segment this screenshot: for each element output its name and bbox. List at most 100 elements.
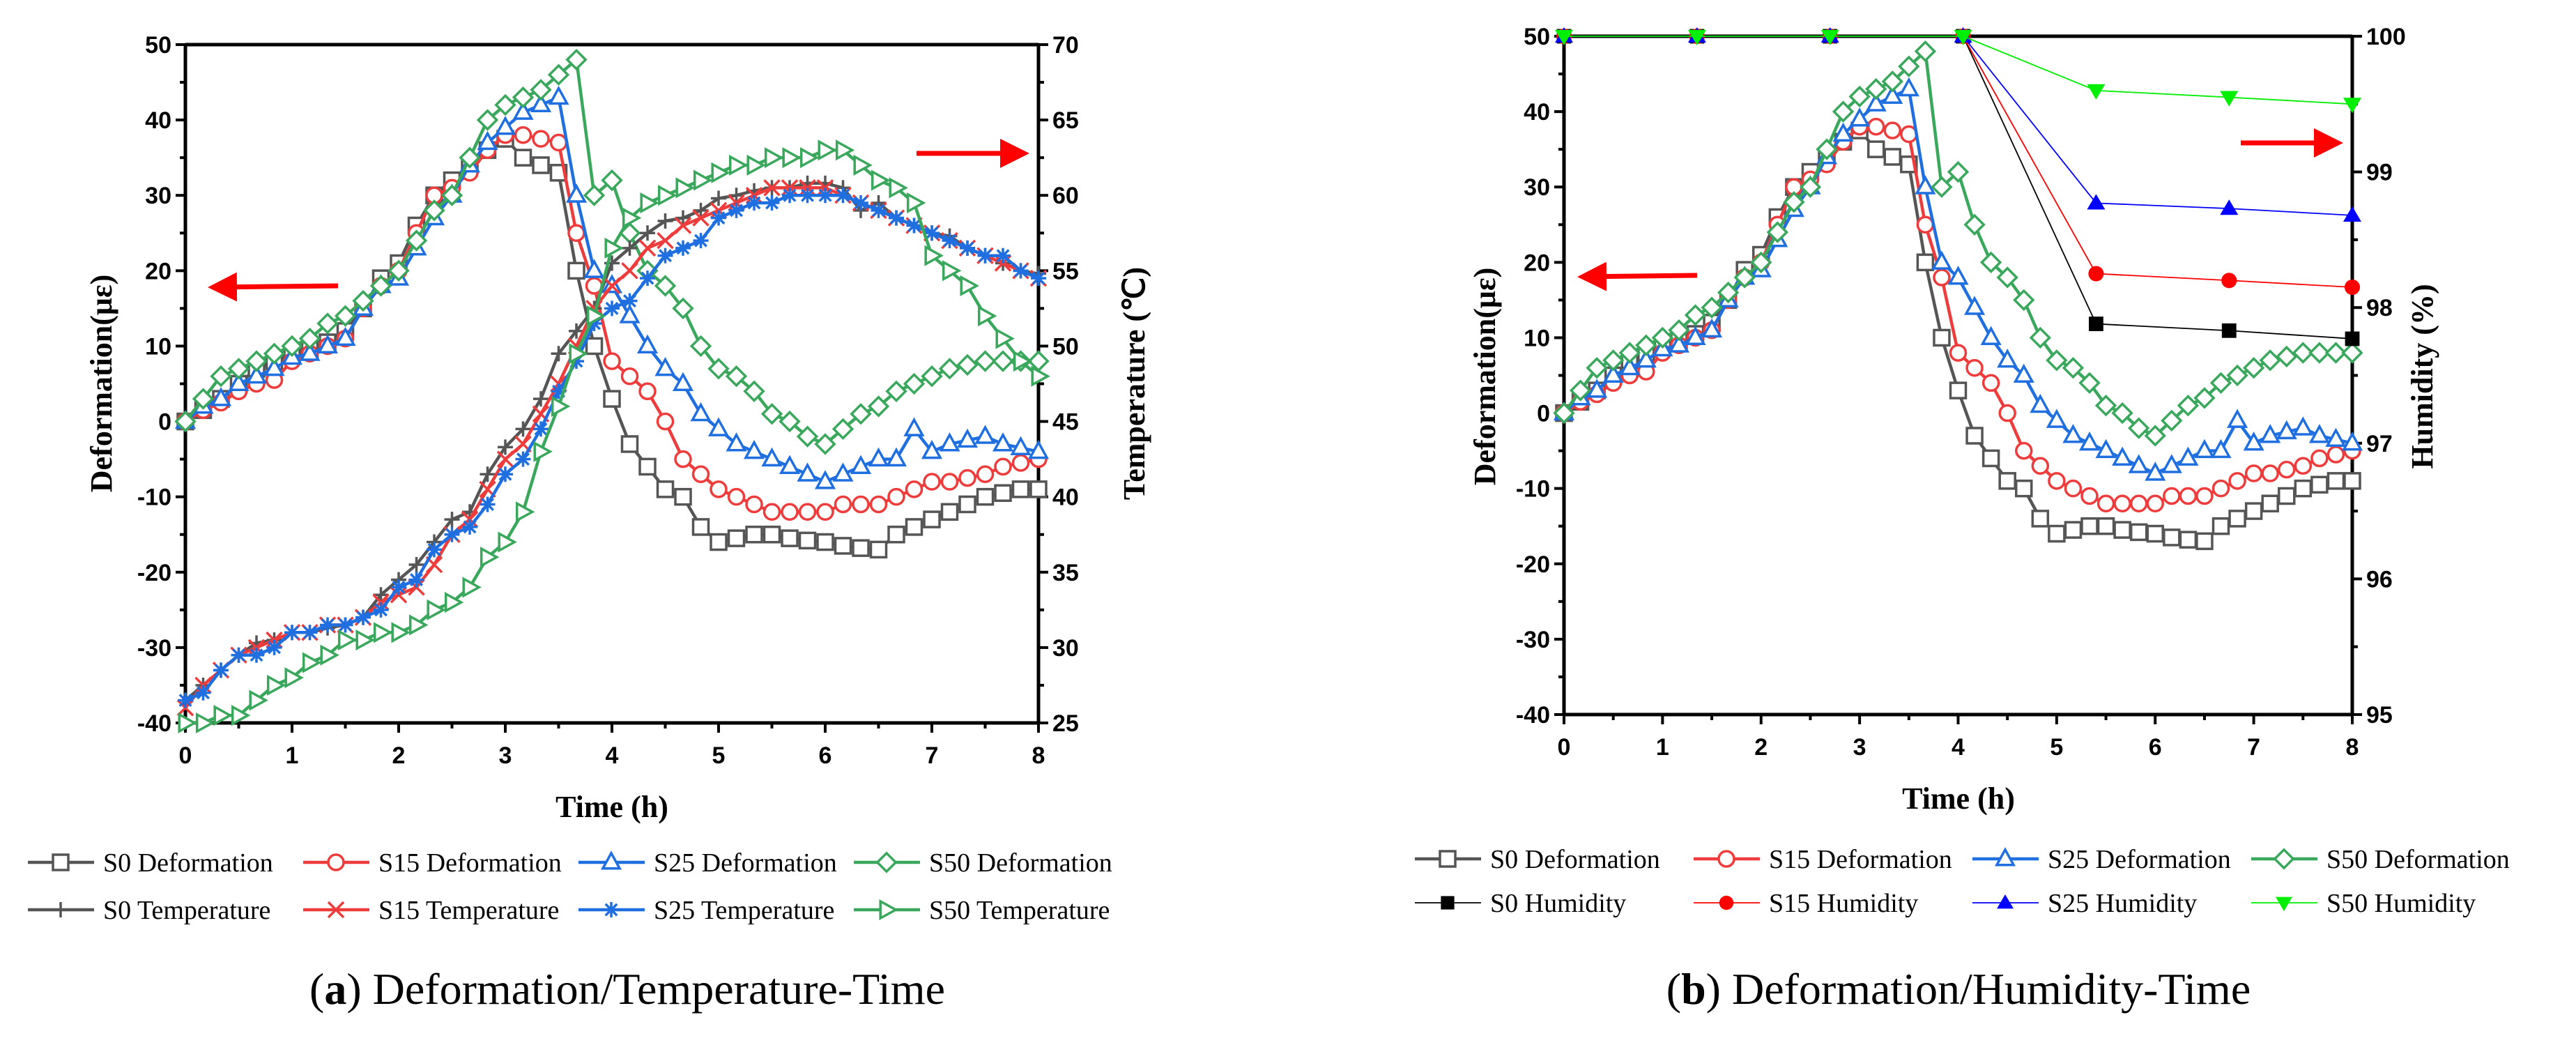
data-point — [1031, 365, 1050, 387]
legend-marker-icon — [879, 899, 898, 921]
data-point — [799, 188, 815, 204]
data-point — [960, 275, 979, 297]
data-point — [956, 353, 979, 376]
data-point — [743, 380, 765, 402]
data-point — [1027, 439, 1050, 459]
data-point — [1733, 266, 1756, 289]
data-point — [2015, 441, 2033, 460]
y-tick-label: -40 — [1516, 702, 1550, 729]
data-point — [869, 495, 888, 514]
data-point — [565, 183, 588, 203]
data-point — [2088, 266, 2104, 282]
data-point — [868, 447, 889, 467]
legend-label: S50 Deformation — [929, 848, 1112, 878]
data-point — [480, 547, 500, 568]
data-point — [727, 529, 746, 547]
data-point — [977, 305, 997, 327]
data-point — [1668, 333, 1689, 353]
data-point — [2310, 475, 2329, 494]
data-point — [2260, 424, 2281, 443]
data-point — [2343, 98, 2361, 114]
data-point — [2326, 445, 2345, 464]
data-point — [249, 689, 268, 711]
data-point — [2095, 438, 2117, 459]
legend-marker-icon — [53, 902, 68, 917]
data-point — [585, 337, 604, 356]
x-tick-label: 0 — [179, 742, 192, 769]
data-point — [974, 425, 996, 444]
data-point — [725, 365, 748, 388]
data-point — [320, 617, 336, 633]
data-point — [2161, 454, 2182, 473]
data-point — [1031, 270, 1046, 287]
data-point — [498, 531, 517, 553]
data-point — [798, 503, 817, 521]
series-s50-temperature — [178, 139, 1050, 734]
data-point — [549, 133, 568, 152]
legend-marker-icon — [52, 853, 70, 871]
data-point — [498, 466, 514, 482]
series-s50-deformation — [174, 48, 1050, 455]
data-point — [174, 410, 197, 433]
y2-tick-label: 35 — [1052, 560, 1079, 586]
data-point — [871, 202, 887, 218]
data-point — [779, 455, 801, 474]
data-point — [1029, 480, 1048, 498]
series-s25-temperature — [178, 188, 1046, 708]
data-point — [373, 587, 389, 603]
data-point — [2226, 364, 2248, 387]
data-point — [2078, 372, 2101, 394]
y-tick-label: 50 — [145, 32, 171, 59]
data-point — [2128, 417, 2150, 439]
data-point — [299, 342, 321, 361]
data-point — [905, 480, 923, 498]
data-point — [2129, 523, 2148, 542]
legend-label: S0 Deformation — [1490, 845, 1660, 874]
data-point — [1996, 266, 2018, 289]
y2-tick-label: 65 — [1052, 107, 1079, 134]
data-point — [889, 177, 908, 199]
data-point — [2078, 431, 2101, 451]
data-point — [1933, 328, 1951, 347]
data-point — [976, 465, 995, 483]
data-point — [711, 210, 727, 226]
y-tick-label: 40 — [1524, 99, 1550, 125]
data-point — [693, 202, 709, 218]
data-point — [2310, 449, 2329, 468]
x-tick-label: 6 — [819, 742, 832, 769]
data-point — [427, 599, 446, 620]
data-point — [320, 644, 339, 666]
data-point — [1883, 148, 1902, 166]
series-line — [185, 193, 1039, 702]
data-point — [583, 259, 605, 278]
data-point — [711, 162, 730, 183]
data-point — [818, 188, 834, 204]
data-point — [266, 639, 282, 655]
data-point — [903, 417, 925, 436]
data-point — [1750, 251, 1772, 274]
data-point — [2294, 457, 2313, 475]
data-point — [1553, 402, 1575, 425]
legend-marker-icon — [1439, 850, 1457, 868]
data-point — [480, 466, 496, 482]
data-point — [355, 630, 375, 651]
y-tick-label: 40 — [145, 107, 171, 134]
data-point — [514, 125, 532, 144]
data-point — [263, 342, 286, 365]
data-point — [355, 609, 371, 625]
data-point — [887, 487, 905, 506]
data-point — [316, 312, 339, 335]
data-point — [476, 109, 499, 131]
data-point — [938, 358, 961, 380]
chart-a-caption: (a) Deformation/Temperature-Time — [309, 964, 945, 1014]
data-point — [2227, 409, 2248, 428]
y2-tick-label: 96 — [2366, 566, 2393, 593]
data-point — [533, 421, 549, 437]
data-point — [391, 622, 411, 643]
data-point — [905, 518, 923, 536]
data-point — [976, 487, 995, 506]
data-point — [727, 487, 746, 506]
data-point — [1898, 55, 1920, 77]
data-point — [994, 484, 1012, 503]
data-point — [1979, 251, 2002, 274]
